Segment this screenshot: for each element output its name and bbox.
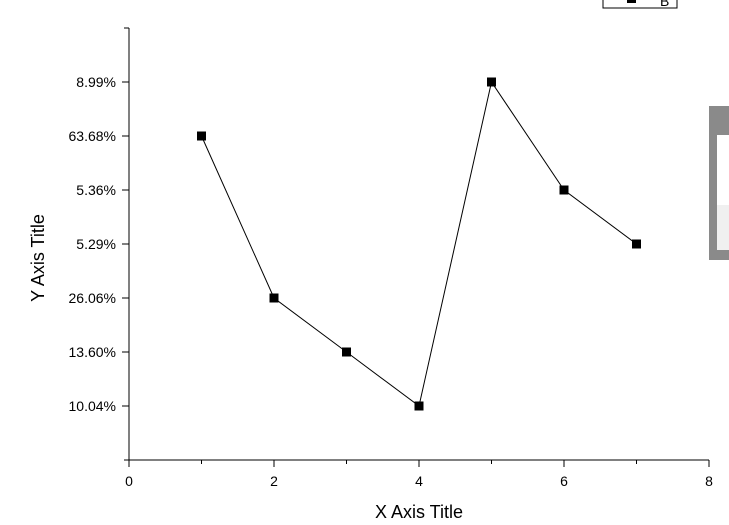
legend-label: B bbox=[660, 0, 669, 9]
x-axis-title: X Axis Title bbox=[375, 502, 463, 522]
y-axis-title: Y Axis Title bbox=[28, 214, 48, 302]
legend: B bbox=[602, 0, 678, 9]
side-panel bbox=[709, 106, 729, 260]
x-tick-label: 6 bbox=[560, 473, 568, 489]
data-point bbox=[197, 131, 206, 141]
data-point bbox=[414, 401, 424, 411]
y-tick-label: 10.04% bbox=[69, 398, 116, 414]
y-tick-label: 63.68% bbox=[69, 128, 116, 144]
y-tick-label: 26.06% bbox=[69, 290, 116, 306]
x-tick-label: 8 bbox=[705, 473, 713, 489]
y-tick-label: 8.99% bbox=[76, 74, 116, 90]
data-point bbox=[342, 347, 351, 357]
legend-marker bbox=[627, 0, 636, 3]
x-tick-label: 2 bbox=[270, 473, 278, 489]
data-point bbox=[487, 77, 496, 87]
data-point bbox=[632, 239, 641, 249]
series-line-b bbox=[201, 80, 637, 407]
y-tick-label: 5.36% bbox=[76, 182, 116, 198]
y-tick-label: 13.60% bbox=[69, 344, 116, 360]
y-tick-label: 5.29% bbox=[76, 236, 116, 252]
x-tick-label: 0 bbox=[125, 473, 133, 489]
x-tick-label: 4 bbox=[415, 473, 423, 489]
data-point bbox=[559, 185, 569, 195]
data-point bbox=[269, 293, 279, 303]
